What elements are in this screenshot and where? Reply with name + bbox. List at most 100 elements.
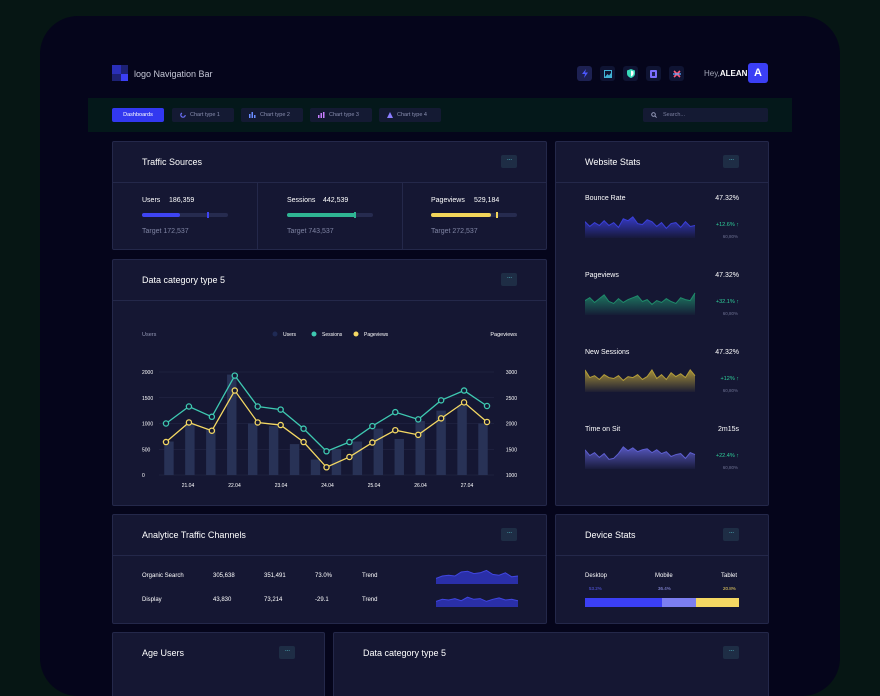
bar — [310, 459, 321, 475]
tab-label: Chart type 4 — [397, 112, 427, 118]
stat-sub: 60,80% — [722, 465, 738, 470]
stat-change: +12% ↑ — [720, 376, 740, 382]
trend-label: Trend — [362, 597, 378, 603]
trend-label: Trend — [362, 573, 378, 579]
lightning-icon[interactable] — [577, 66, 592, 81]
cell-value: 351,491 — [264, 573, 286, 579]
legend-label: Sessions — [322, 332, 343, 338]
cell-value: 43,830 — [213, 597, 232, 603]
data-point — [231, 387, 239, 394]
shield-icon[interactable] — [623, 66, 638, 81]
y-tick-label: 1000 — [142, 422, 153, 428]
cell-percent: 73.0% — [315, 573, 333, 579]
more-options-button[interactable]: ··· — [501, 155, 517, 168]
image-icon[interactable] — [600, 66, 615, 81]
more-options-button[interactable]: ··· — [723, 528, 739, 541]
greeting: Hey,ALEAN — [704, 69, 747, 78]
device-pct: 53.2% — [589, 586, 602, 591]
column-chart-icon — [318, 112, 325, 118]
data-point — [437, 415, 445, 422]
x-tick-label: 25.04 — [368, 483, 381, 489]
more-options-button[interactable]: ··· — [501, 273, 517, 286]
y-tick-label: 0 — [142, 473, 145, 479]
more-options-button[interactable]: ··· — [279, 646, 295, 659]
tab-label: Chart type 1 — [190, 112, 220, 118]
sparkline-line — [436, 569, 518, 579]
stat-sparkline — [585, 446, 696, 469]
legend-marker — [272, 331, 278, 337]
data-point — [392, 426, 399, 434]
data-point — [208, 413, 216, 421]
stat-value: 2m15s — [717, 426, 739, 433]
logo-text: logo Navigation Bar — [134, 69, 213, 79]
device-share-segment — [695, 598, 739, 607]
metric-label: Sessions — [287, 197, 316, 204]
tab-chart-type-3[interactable]: Chart type 3 — [310, 108, 372, 122]
tab-chart-type-2[interactable]: Chart type 2 — [241, 108, 303, 122]
data-point — [414, 416, 422, 423]
card-title: Website Stats — [585, 157, 641, 167]
tab-dashboards[interactable]: Dashboards — [112, 108, 164, 122]
progress-marker — [207, 212, 209, 218]
bar-chart-icon — [249, 112, 256, 118]
divider — [113, 300, 546, 301]
data-point — [254, 403, 261, 410]
divider — [257, 183, 258, 250]
bar — [247, 423, 258, 475]
divider — [556, 555, 768, 556]
data-point — [369, 439, 376, 446]
website-stats-card: Website Stats ··· Bounce Rate 47.32% +12.6… — [555, 141, 769, 506]
metric-label: Users — [142, 197, 161, 204]
device-share-segment — [585, 598, 662, 607]
bar — [206, 428, 216, 475]
bar — [478, 423, 488, 475]
data-point — [323, 448, 330, 455]
bar — [415, 420, 425, 475]
data-point — [346, 438, 353, 446]
more-options-button[interactable]: ··· — [723, 155, 739, 168]
trend-sparkline — [436, 569, 518, 584]
bar — [457, 405, 467, 475]
more-options-button[interactable]: ··· — [501, 528, 517, 541]
metric-value: 529,184 — [474, 197, 500, 204]
device-share-segment — [662, 598, 696, 607]
data-point — [208, 427, 216, 434]
bookmark-icon[interactable] — [646, 66, 661, 81]
x-tick-label: 24.04 — [321, 483, 334, 489]
flag-icon[interactable] — [669, 66, 684, 81]
bar — [394, 438, 404, 475]
data-point — [300, 425, 307, 432]
legend-marker — [353, 331, 359, 337]
bar — [268, 426, 279, 475]
progress-fill — [287, 213, 356, 217]
avatar[interactable]: A — [748, 63, 768, 83]
data-point — [346, 453, 353, 461]
data-point — [483, 418, 491, 426]
data-point — [483, 402, 491, 410]
stat-change: +22.4% ↑ — [715, 453, 739, 459]
x-tick-label: 23.04 — [275, 483, 288, 489]
bar — [227, 374, 237, 475]
y2-tick-label: 1000 — [506, 473, 517, 479]
data-point — [254, 419, 261, 426]
stat-sub: 60,80% — [722, 388, 738, 393]
tab-chart-type-1[interactable]: Chart type 1 — [172, 108, 234, 122]
y-tick-label: 2000 — [142, 370, 153, 376]
card-title: Traffic Sources — [142, 157, 203, 167]
tab-label: Dashboards — [123, 112, 153, 118]
stat-sub: 60,80% — [722, 234, 738, 239]
device-stats-card: Device Stats ··· Desktop Mobile Tablet 5… — [555, 514, 769, 624]
search-input[interactable]: Search... — [643, 108, 768, 122]
more-options-button[interactable]: ··· — [723, 646, 739, 659]
cell-percent: -29.1 — [315, 597, 329, 603]
tab-label: Chart type 2 — [260, 112, 290, 118]
x-tick-label: 27.04 — [461, 483, 474, 489]
stat-sparkline — [585, 368, 696, 392]
device-label-mobile: Mobile — [655, 573, 673, 579]
bar — [289, 444, 300, 475]
y-tick-label: 1500 — [142, 396, 153, 402]
tab-chart-type-4[interactable]: Chart type 4 — [379, 108, 441, 122]
tab-label: Chart type 3 — [329, 112, 359, 118]
x-tick-label: 26.04 — [414, 483, 427, 489]
data-category-card-2: Data category type 5 ··· — [333, 632, 769, 696]
